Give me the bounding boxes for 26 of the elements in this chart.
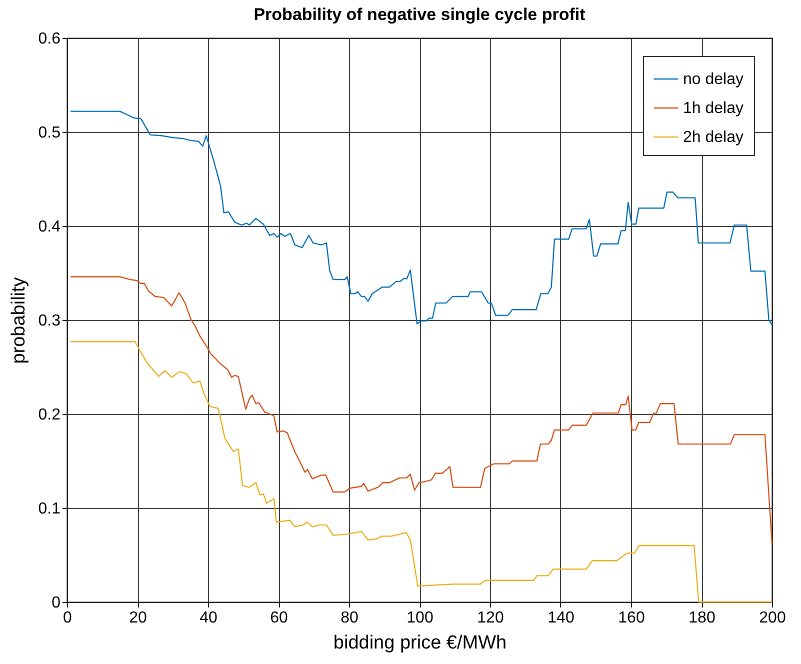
- y-tick-label: 0.1: [38, 500, 61, 518]
- y-tick-label: 0.5: [38, 124, 61, 142]
- x-tick-label: 80: [340, 610, 358, 626]
- x-tick-label: 60: [270, 610, 288, 626]
- x-tick-label: 40: [200, 610, 218, 626]
- x-tick-label: 20: [129, 610, 147, 626]
- x-tick-label: 100: [406, 610, 434, 626]
- y-tick-label: 0: [52, 594, 61, 612]
- x-tick-label: 120: [477, 610, 504, 626]
- y-tick-label: 0.2: [38, 406, 61, 424]
- x-tick-label: 180: [688, 610, 716, 626]
- x-axis-title: bidding price €/MWh: [333, 632, 507, 654]
- y-tick-label: 0.6: [38, 30, 61, 48]
- y-axis-title: probability: [8, 276, 30, 364]
- legend-label: 1h delay: [683, 100, 744, 117]
- x-tick-label: 0: [63, 610, 72, 626]
- legend-label: no delay: [683, 71, 744, 88]
- chart-title: Probability of negative single cycle profit: [254, 5, 586, 24]
- line-series: [70, 276, 773, 544]
- x-tick-label: 140: [548, 610, 574, 626]
- y-tick-label: 0.3: [38, 312, 61, 330]
- y-tick-label: 0.4: [38, 218, 61, 236]
- line-series: [70, 341, 773, 603]
- x-tick-label: 200: [759, 610, 786, 626]
- x-tick-label: 160: [618, 610, 645, 626]
- legend-label: 2h delay: [683, 129, 744, 146]
